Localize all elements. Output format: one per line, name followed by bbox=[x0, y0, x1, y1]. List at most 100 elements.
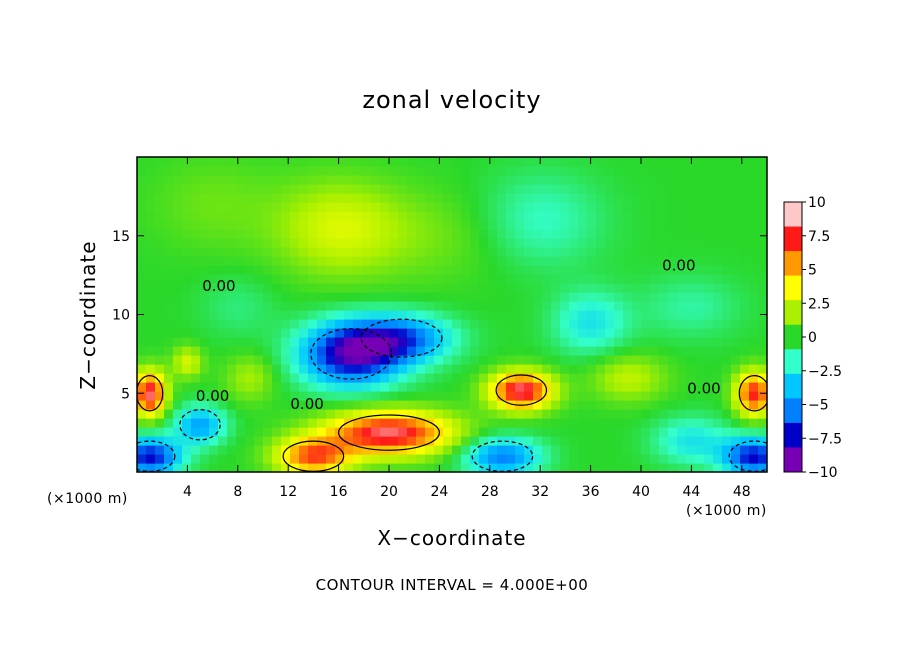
heat-cell bbox=[218, 310, 228, 320]
heat-cell bbox=[308, 283, 318, 293]
heat-cell bbox=[623, 301, 633, 311]
heat-cell bbox=[542, 220, 552, 230]
heat-cell bbox=[407, 409, 417, 419]
heat-cell bbox=[254, 211, 264, 221]
heat-cell bbox=[740, 463, 750, 472]
heat-cell bbox=[569, 454, 579, 464]
heat-cell bbox=[488, 355, 498, 365]
heat-cell bbox=[677, 373, 687, 383]
heat-cell bbox=[308, 292, 318, 302]
heat-cell bbox=[560, 292, 570, 302]
heat-cell bbox=[677, 220, 687, 230]
heat-cell bbox=[506, 418, 516, 428]
heat-cell bbox=[452, 175, 462, 185]
heat-cell bbox=[362, 337, 372, 347]
heat-cell bbox=[551, 463, 561, 472]
heat-cell bbox=[668, 229, 678, 239]
heat-cell bbox=[146, 175, 156, 185]
heat-cell bbox=[614, 346, 624, 356]
heat-cell bbox=[191, 346, 201, 356]
heat-cell bbox=[191, 328, 201, 338]
heat-cell bbox=[659, 337, 669, 347]
heat-cell bbox=[164, 355, 174, 365]
heat-cell bbox=[164, 247, 174, 257]
heat-cell bbox=[641, 157, 651, 167]
heat-cell bbox=[686, 157, 696, 167]
heat-cell bbox=[587, 436, 597, 446]
heat-cell bbox=[353, 247, 363, 257]
heat-cell bbox=[524, 409, 534, 419]
heat-cell bbox=[605, 220, 615, 230]
heat-cell bbox=[371, 373, 381, 383]
heat-cell bbox=[326, 355, 336, 365]
heat-cell bbox=[515, 355, 525, 365]
heat-cell bbox=[506, 328, 516, 338]
heat-cell bbox=[245, 454, 255, 464]
heat-cell bbox=[623, 346, 633, 356]
heat-cell bbox=[254, 283, 264, 293]
heat-cell bbox=[488, 427, 498, 437]
heat-cell bbox=[164, 274, 174, 284]
heat-cell bbox=[569, 328, 579, 338]
x-tick-label: 16 bbox=[330, 484, 348, 500]
heat-cell bbox=[479, 319, 489, 329]
heat-cell bbox=[578, 220, 588, 230]
heat-cell bbox=[209, 400, 219, 410]
heat-cell bbox=[668, 364, 678, 374]
heat-cell bbox=[758, 400, 767, 410]
heat-cell bbox=[506, 337, 516, 347]
heat-cell bbox=[722, 256, 732, 266]
heat-cell bbox=[506, 193, 516, 203]
heat-cell bbox=[749, 292, 759, 302]
heat-cell bbox=[236, 436, 246, 446]
heat-cell bbox=[731, 283, 741, 293]
heat-cell bbox=[704, 319, 714, 329]
heat-cell bbox=[425, 283, 435, 293]
heat-cell bbox=[713, 445, 723, 455]
heat-cell bbox=[497, 229, 507, 239]
heat-cell bbox=[659, 256, 669, 266]
heat-cell bbox=[605, 274, 615, 284]
heat-cell bbox=[623, 202, 633, 212]
heat-cell bbox=[245, 319, 255, 329]
heat-cell bbox=[173, 229, 183, 239]
heat-cell bbox=[173, 220, 183, 230]
heat-cell bbox=[416, 409, 426, 419]
heat-cell bbox=[542, 265, 552, 275]
heat-cell bbox=[335, 175, 345, 185]
heat-cell bbox=[506, 274, 516, 284]
heat-cell bbox=[290, 400, 300, 410]
heat-cell bbox=[263, 301, 273, 311]
heat-cell bbox=[668, 382, 678, 392]
heat-cell bbox=[551, 382, 561, 392]
heat-cell bbox=[200, 220, 210, 230]
heat-cell bbox=[587, 355, 597, 365]
heat-cell bbox=[569, 211, 579, 221]
heat-cell bbox=[200, 418, 210, 428]
heat-cell bbox=[497, 274, 507, 284]
heat-cell bbox=[533, 328, 543, 338]
heat-cell bbox=[650, 319, 660, 329]
heat-cell bbox=[443, 292, 453, 302]
heat-cell bbox=[353, 211, 363, 221]
heat-cell bbox=[299, 202, 309, 212]
heat-cell bbox=[290, 364, 300, 374]
heat-cell bbox=[578, 328, 588, 338]
heat-cell bbox=[731, 418, 741, 428]
heat-cell bbox=[479, 184, 489, 194]
heat-cell bbox=[155, 247, 165, 257]
heat-cell bbox=[254, 301, 264, 311]
heat-cell bbox=[353, 166, 363, 176]
heat-cell bbox=[650, 211, 660, 221]
heat-cell bbox=[182, 346, 192, 356]
heat-cell bbox=[632, 337, 642, 347]
heat-cell bbox=[542, 157, 552, 167]
heat-cell bbox=[497, 319, 507, 329]
heat-cell bbox=[704, 373, 714, 383]
heat-cell bbox=[515, 265, 525, 275]
heat-cell bbox=[668, 319, 678, 329]
heat-cell bbox=[146, 238, 156, 248]
heat-cell bbox=[551, 238, 561, 248]
heat-cell bbox=[380, 319, 390, 329]
colorbar-segment bbox=[784, 226, 802, 252]
